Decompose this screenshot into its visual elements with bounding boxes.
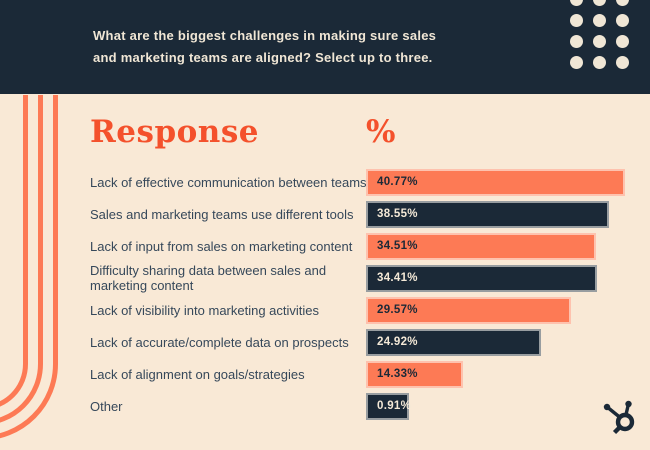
response-column-header: Response [90,114,260,150]
response-label: Other [90,398,123,414]
chart-row: Lack of accurate/complete data on prospe… [90,326,650,358]
dot-icon [616,14,629,27]
percent-bar: 14.33% [366,360,463,388]
chart-row: Sales and marketing teams use different … [90,198,650,230]
dot-icon [593,35,606,48]
response-label: Lack of visibility into marketing activi… [90,302,320,318]
percent-bar: 38.55% [366,200,609,228]
question-line-1: What are the biggest challenges in makin… [93,28,437,43]
question-header: What are the biggest challenges in makin… [0,0,650,94]
dot-icon [616,0,629,6]
hubspot-sprocket-icon [603,400,635,435]
bar-chart: Lack of effective communication between … [90,166,650,422]
chart-row: Lack of input from sales on marketing co… [90,230,650,262]
bar-value-label: 0.91% [377,400,412,412]
bar-value-label: 34.41% [377,272,418,284]
dot-icon [570,35,583,48]
dot-icon [616,56,629,69]
chart-row: Lack of alignment on goals/strategies 14.… [90,358,650,390]
response-label: Lack of effective communication between … [90,174,367,190]
response-label: Sales and marketing teams use different … [90,206,354,222]
curved-lines-decoration [0,95,58,439]
bar-value-label: 40.77% [377,176,418,188]
chart-row: Lack of effective communication between … [90,166,650,198]
dot-icon [570,14,583,27]
percent-bar: 29.57% [366,296,571,324]
dot-icon [570,56,583,69]
bar-value-label: 34.51% [377,240,418,252]
dot-icon [570,0,583,6]
dot-icon [593,0,606,6]
percent-bar: 24.92% [366,328,541,356]
bar-value-label: 24.92% [377,336,418,348]
percent-bar: 40.77% [366,168,625,196]
percent-column-header: % [366,114,396,150]
percent-bar: 34.51% [366,232,596,260]
dot-icon [616,35,629,48]
percent-bar: 0.91% [366,392,412,420]
dot-icon [593,56,606,69]
response-label: Lack of alignment on goals/strategies [90,366,305,382]
bar-value-label: 14.33% [377,368,418,380]
dot-icon [593,14,606,27]
percent-bar: 34.41% [366,264,597,292]
question-text: What are the biggest challenges in makin… [93,25,436,69]
dot-grid-decoration [570,0,629,69]
response-label: Lack of input from sales on marketing co… [90,238,353,254]
bar-value-label: 29.57% [377,304,418,316]
response-label: Difficulty sharing data between sales an… [90,263,327,293]
question-line-2: and marketing teams are aligned? Select … [93,50,433,65]
chart-row: Lack of visibility into marketing activi… [90,294,650,326]
bar-value-label: 38.55% [377,208,418,220]
chart-row: Other 0.91% [90,390,650,422]
response-label: Lack of accurate/complete data on prospe… [90,334,349,350]
chart-row: Difficulty sharing data between sales an… [90,262,650,294]
